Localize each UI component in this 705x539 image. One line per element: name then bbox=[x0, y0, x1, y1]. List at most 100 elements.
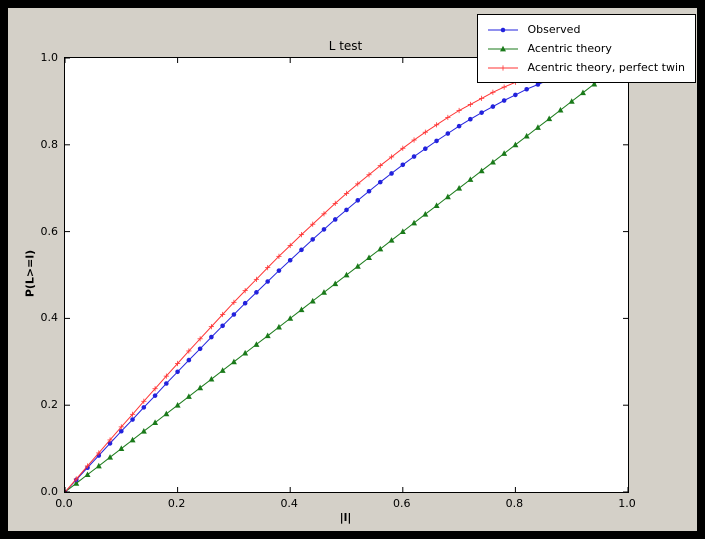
marker-triangle bbox=[230, 358, 237, 365]
marker-circle bbox=[130, 417, 135, 422]
marker-circle bbox=[479, 110, 484, 115]
marker-circle bbox=[355, 198, 361, 203]
marker-triangle bbox=[546, 115, 553, 122]
marker-triangle bbox=[208, 375, 215, 382]
marker-circle bbox=[209, 334, 214, 340]
legend-item: Observed bbox=[486, 20, 685, 39]
marker-triangle bbox=[95, 462, 102, 469]
chart-title: L test bbox=[328, 39, 363, 53]
marker-triangle bbox=[140, 428, 147, 434]
marker-circle bbox=[242, 300, 248, 306]
legend-label: Observed bbox=[527, 23, 581, 36]
marker-triangle bbox=[107, 454, 114, 460]
marker-triangle bbox=[422, 211, 429, 217]
marker-triangle bbox=[219, 367, 226, 373]
marker-triangle bbox=[152, 419, 159, 425]
marker-circle bbox=[377, 179, 383, 185]
marker-circle bbox=[456, 123, 462, 129]
marker-circle bbox=[119, 428, 124, 434]
series-acentric-theory-perfect-twin bbox=[65, 67, 552, 492]
y-tick-label: 0.8 bbox=[40, 137, 59, 151]
marker-circle bbox=[468, 116, 473, 122]
y-tick-label: 1.0 bbox=[40, 51, 59, 64]
marker-triangle bbox=[129, 436, 136, 443]
marker-triangle bbox=[478, 167, 485, 174]
marker-circle bbox=[400, 162, 406, 168]
marker-triangle bbox=[366, 254, 373, 261]
y-tick-label: 0.0 bbox=[40, 485, 59, 498]
marker-circle bbox=[152, 393, 158, 398]
marker-circle bbox=[265, 279, 270, 284]
y-tick-label: 0.6 bbox=[40, 224, 59, 238]
marker-circle bbox=[299, 247, 304, 253]
series-line bbox=[65, 79, 550, 492]
marker-triangle bbox=[163, 410, 170, 417]
marker-triangle bbox=[579, 89, 586, 96]
marker-circle bbox=[344, 207, 349, 213]
marker-triangle bbox=[242, 349, 249, 356]
marker-triangle bbox=[456, 185, 463, 191]
marker-triangle bbox=[197, 384, 204, 391]
marker-circle bbox=[310, 237, 316, 242]
marker-triangle bbox=[512, 141, 519, 148]
marker-triangle bbox=[84, 471, 91, 478]
marker-circle bbox=[107, 441, 113, 446]
series-acentric-theory bbox=[65, 72, 609, 492]
marker-triangle bbox=[343, 271, 350, 278]
legend-label: Acentric theory bbox=[527, 42, 612, 55]
marker-triangle bbox=[501, 150, 508, 156]
x-tick-label: 0.2 bbox=[167, 497, 186, 510]
marker-circle bbox=[513, 92, 518, 98]
x-axis-label: |l| bbox=[339, 511, 352, 524]
marker-circle bbox=[276, 268, 282, 273]
marker-triangle bbox=[298, 306, 305, 313]
marker-triangle bbox=[309, 297, 316, 304]
marker-circle bbox=[231, 312, 237, 317]
figure-canvas: L test |l| P(L>=l) Observed Acentric theo… bbox=[8, 8, 697, 531]
marker-triangle bbox=[388, 237, 395, 243]
legend-items: Observed Acentric theory Acentric theory, … bbox=[486, 20, 685, 77]
marker-circle bbox=[434, 138, 439, 144]
marker-circle bbox=[332, 217, 338, 222]
marker-circle bbox=[164, 381, 169, 386]
marker-circle bbox=[186, 357, 192, 363]
marker-triangle bbox=[499, 45, 506, 51]
marker-circle bbox=[389, 171, 394, 176]
plot-svg bbox=[65, 58, 628, 492]
marker-triangle bbox=[534, 124, 541, 130]
marker-triangle bbox=[433, 202, 440, 208]
marker-triangle bbox=[253, 341, 260, 347]
marker-circle bbox=[501, 98, 507, 103]
legend-label: Acentric theory, perfect twin bbox=[527, 61, 685, 74]
marker-triangle bbox=[557, 106, 564, 113]
marker-circle bbox=[445, 131, 451, 136]
marker-triangle bbox=[118, 445, 125, 451]
marker-triangle bbox=[275, 323, 282, 330]
marker-circle bbox=[175, 369, 180, 375]
x-tick-label: 0.0 bbox=[55, 497, 73, 510]
marker-circle bbox=[366, 188, 372, 194]
marker-triangle bbox=[568, 98, 575, 104]
marker-circle bbox=[197, 346, 203, 352]
y-axis-label: P(L>=l) bbox=[23, 249, 37, 298]
legend: Observed Acentric theory Acentric theory, … bbox=[476, 14, 696, 83]
marker-circle bbox=[411, 154, 417, 159]
marker-triangle bbox=[320, 289, 327, 295]
marker-triangle bbox=[332, 280, 339, 287]
series-line bbox=[65, 69, 550, 492]
marker-circle bbox=[500, 27, 505, 32]
marker-triangle bbox=[185, 393, 192, 399]
legend-sample bbox=[487, 27, 518, 32]
x-tick-label: 1.0 bbox=[618, 497, 636, 510]
x-tick-label: 0.6 bbox=[393, 497, 411, 510]
marker-circle bbox=[220, 323, 225, 329]
marker-circle bbox=[524, 86, 529, 92]
marker-circle bbox=[141, 405, 147, 410]
y-tick-label: 0.2 bbox=[40, 398, 59, 412]
marker-circle bbox=[254, 290, 259, 295]
marker-triangle bbox=[73, 480, 80, 486]
legend-sample bbox=[487, 45, 518, 51]
legend-item: Acentric theory bbox=[486, 39, 685, 58]
marker-triangle bbox=[377, 245, 384, 252]
